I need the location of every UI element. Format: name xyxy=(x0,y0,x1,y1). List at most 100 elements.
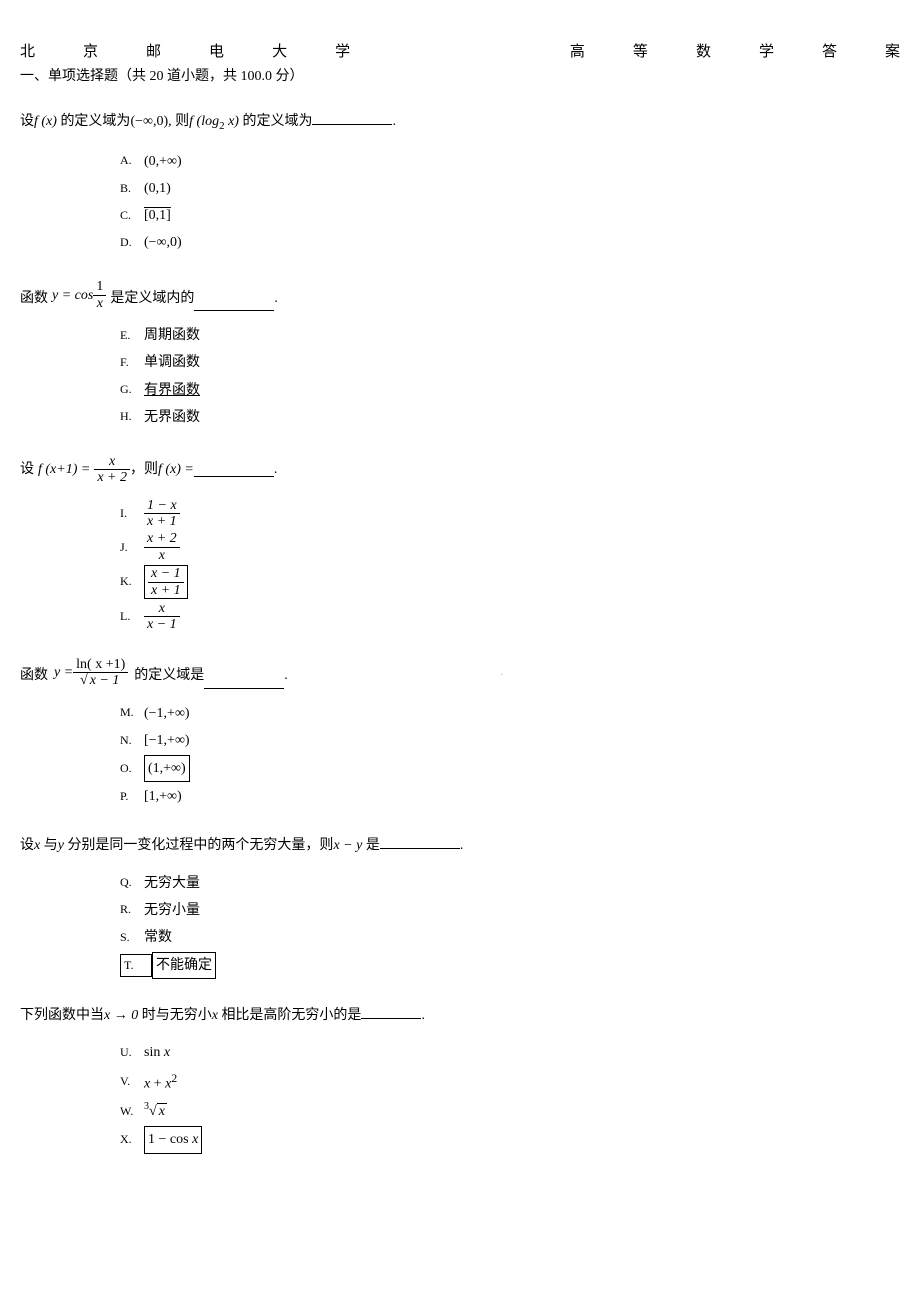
math: y = cos xyxy=(52,283,93,308)
fraction: ln( x +1) x − 1 xyxy=(73,657,128,689)
question-1: 设f (x) 的定义域为(−∞,0), 则f (log2 x) 的定义域为. A… xyxy=(20,109,900,255)
text: ，则 xyxy=(130,457,158,482)
opt-text: 无界函数 xyxy=(144,405,200,430)
text: 设 xyxy=(20,838,34,853)
q1-options: A.(0,+∞) B.(0,1) C.[0,1] D.(−∞,0) xyxy=(120,149,900,256)
sqrt-content: x − 1 xyxy=(88,672,122,688)
opt-label: M. xyxy=(120,702,144,724)
option: L.xx − 1 xyxy=(120,601,900,633)
fraction: x + 2x xyxy=(144,531,180,563)
q3-options: I.1 − xx + 1 J.x + 2x K.x − 1x + 1 L.xx … xyxy=(120,498,900,633)
opt-label: F. xyxy=(120,352,144,374)
option: R.无穷小量 xyxy=(120,898,900,923)
numerator: x xyxy=(94,454,130,470)
text: 下列函数中当 xyxy=(20,1008,104,1023)
q1-stem: 设f (x) 的定义域为(−∞,0), 则f (log2 x) 的定义域为. xyxy=(20,109,900,137)
option: S.常数 xyxy=(120,925,900,950)
blank xyxy=(361,1004,421,1019)
math: f (x) = xyxy=(158,457,194,482)
opt-label: S. xyxy=(120,927,144,949)
option: H.无界函数 xyxy=(120,405,900,430)
text: 分别是同一变化过程中的两个无穷大量，则 xyxy=(64,838,334,853)
opt-label: C. xyxy=(120,205,144,227)
option: M.(−1,+∞) xyxy=(120,701,900,726)
option: D.(−∞,0) xyxy=(120,230,900,255)
hdr-char: 邮 xyxy=(146,40,161,61)
text: 则 xyxy=(175,114,189,129)
q6-options: U.sin xV.x + x2W.3xX.1 − cos x xyxy=(120,1040,900,1153)
opt-text: 3x xyxy=(144,1098,167,1124)
q4-stem: 函数 y = ln( x +1) x − 1 的定义域是. xyxy=(20,657,900,689)
hdr-char: 数 xyxy=(696,40,711,61)
numerator: x − 1 xyxy=(148,566,184,582)
opt-label: A. xyxy=(120,150,144,172)
hdr-char: 电 xyxy=(209,40,224,61)
hdr-char: 案 xyxy=(885,40,900,61)
hdr-char: 学 xyxy=(335,40,350,61)
question-2: 函数 y = cos 1x 是定义域内的. E.周期函数 F.单调函数 G.有界… xyxy=(20,279,900,430)
denominator: x + 1 xyxy=(148,583,184,598)
opt-label: R. xyxy=(120,899,144,921)
opt-text: 常数 xyxy=(144,925,172,950)
blank xyxy=(194,462,274,477)
text: 函数 xyxy=(20,663,48,688)
opt-text: (0,+∞) xyxy=(144,149,182,174)
denominator: x xyxy=(144,548,180,563)
q2-stem: 函数 y = cos 1x 是定义域内的. xyxy=(20,279,900,311)
opt-label: H. xyxy=(120,406,144,428)
opt-label: J. xyxy=(120,537,144,559)
section-title: 一、单项选择题（共 20 道小题，共 100.0 分） xyxy=(20,65,900,85)
fraction: xx + 2 xyxy=(94,454,130,486)
math: x) xyxy=(225,114,239,129)
math: x → 0 xyxy=(104,1008,138,1023)
option: K.x − 1x + 1 xyxy=(120,565,900,599)
option: P.[1,+∞) xyxy=(120,784,900,809)
text: 相比是高阶无穷小的是 xyxy=(218,1008,362,1023)
opt-label: P. xyxy=(120,786,144,808)
opt-label: O. xyxy=(120,758,144,780)
hdr-char: 大 xyxy=(272,40,287,61)
q6-stem: 下列函数中当x → 0 时与无穷小x 相比是高阶无穷小的是. xyxy=(20,1003,900,1028)
opt-label: N. xyxy=(120,730,144,752)
denominator: x − 1 xyxy=(144,617,180,632)
fraction: x − 1x + 1 xyxy=(148,566,184,598)
opt-label: E. xyxy=(120,325,144,347)
text: 函数 xyxy=(20,286,48,311)
opt-label: B. xyxy=(120,178,144,200)
hdr-char: 答 xyxy=(822,40,837,61)
text: 的定义域为 xyxy=(60,114,130,129)
blank xyxy=(194,296,274,311)
opt-label: T. xyxy=(120,954,152,978)
opt-text: 不能确定 xyxy=(152,952,216,979)
opt-label: D. xyxy=(120,232,144,254)
option: J.x + 2x xyxy=(120,531,900,563)
opt-text: 无穷大量 xyxy=(144,871,200,896)
option: B.(0,1) xyxy=(120,176,900,201)
hdr-char: 学 xyxy=(759,40,774,61)
fraction: xx − 1 xyxy=(144,601,180,633)
text: 设 xyxy=(20,114,34,129)
denominator: x xyxy=(93,296,106,311)
option: N.[−1,+∞) xyxy=(120,728,900,753)
hdr-char: 京 xyxy=(83,40,98,61)
math: (−∞,0), xyxy=(130,114,171,129)
question-4: 函数 y = ln( x +1) x − 1 的定义域是. M.(−1,+∞) … xyxy=(20,657,900,810)
question-3: 设 f (x+1) = xx + 2 ，则 f (x) = . I.1 − xx… xyxy=(20,454,900,633)
option: T.不能确定 xyxy=(120,952,900,979)
option: A.(0,+∞) xyxy=(120,149,900,174)
math: f (x+1) = xyxy=(38,457,90,482)
opt-label: W. xyxy=(120,1101,144,1123)
numerator: x + 2 xyxy=(144,531,180,547)
opt-label: V. xyxy=(120,1071,144,1093)
opt-text: x + x2 xyxy=(144,1068,177,1097)
q5-stem: 设x 与y 分别是同一变化过程中的两个无穷大量，则x − y 是. xyxy=(20,833,900,858)
opt-label: K. xyxy=(120,571,144,593)
question-5: 设x 与y 分别是同一变化过程中的两个无穷大量，则x − y 是. Q.无穷大量… xyxy=(20,833,900,979)
option: W.3x xyxy=(120,1098,900,1124)
option: X.1 − cos x xyxy=(120,1126,900,1153)
denominator: x − 1 xyxy=(73,673,128,688)
blank xyxy=(204,674,284,689)
blank xyxy=(312,110,392,125)
option: I.1 − xx + 1 xyxy=(120,498,900,530)
numerator: ln( x +1) xyxy=(73,657,128,673)
